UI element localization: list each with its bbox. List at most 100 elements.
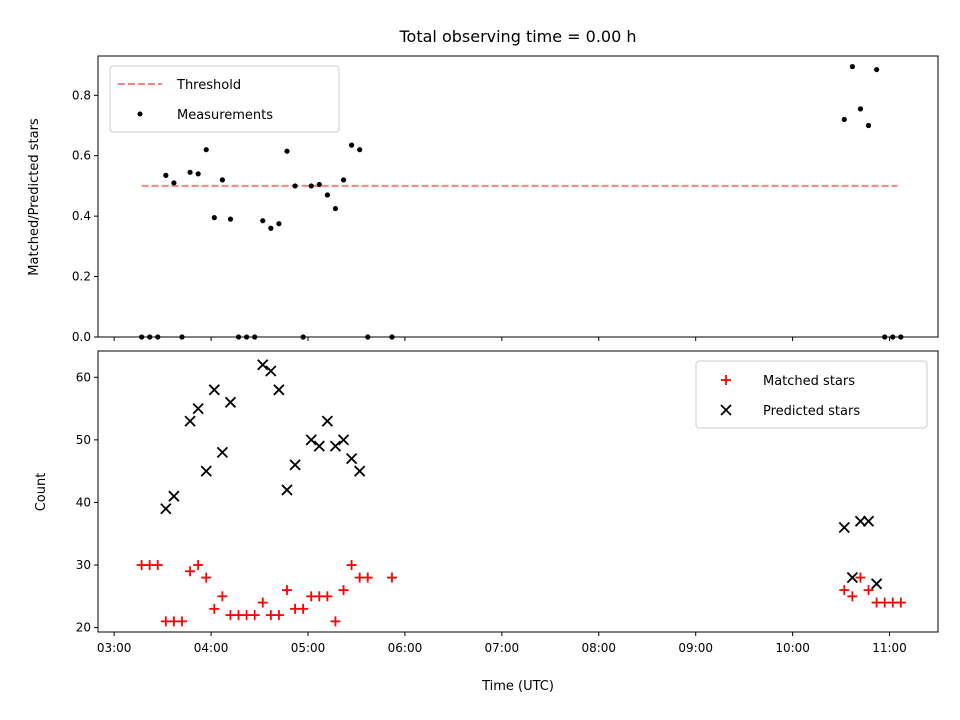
measurement-point (857, 106, 864, 112)
measurement-point (179, 334, 185, 340)
x-tick-label: 03:00 (97, 641, 132, 655)
measurement-point (308, 183, 314, 189)
legend-predicted-swatch (720, 404, 732, 416)
chart-title: Total observing time = 0.00 h (398, 27, 636, 46)
predicted-star-point (870, 578, 883, 590)
bottom-panel-x-ticks: 03:00 04:00 05:00 06:00 07:00 08:00 09:00 10:00… (97, 632, 907, 655)
predicted-star-point (160, 503, 172, 515)
top-panel: Matched/Predicted stars 0.00.20.40.60.8 … (27, 55, 939, 344)
y-tick-label: 0.0 (72, 330, 91, 344)
predicted-star-point (337, 434, 350, 446)
measurement-point (211, 215, 217, 221)
measurement-point (349, 142, 355, 148)
bottom-panel: Count 20 30 40 50 60 03:00 04:00 05:00 06:00 07:… (34, 350, 939, 655)
predicted-star-point (224, 396, 237, 408)
matched-star-point (863, 585, 874, 596)
matched-star-point (152, 560, 163, 571)
predicted-star-point (257, 359, 269, 371)
predicted-star-point (354, 465, 366, 477)
predicted-star-point (313, 440, 325, 452)
matched-star-point (201, 572, 212, 583)
y-tick-label: 50 (76, 433, 91, 447)
measurement-point (284, 148, 290, 154)
y-tick-label: 0.8 (72, 88, 91, 102)
bottom-panel-ylabel: Count (34, 473, 49, 512)
predicted-star-point (329, 440, 342, 452)
measurement-point (332, 205, 339, 212)
measurement-point (195, 171, 201, 177)
measurement-point (357, 147, 363, 153)
x-tick-label: 05:00 (291, 641, 326, 655)
measurement-point (365, 334, 371, 340)
matched-star-point (338, 585, 349, 596)
measurement-point (147, 334, 153, 340)
bottom-panel-y-ticks: 20 30 40 50 60 (76, 370, 98, 635)
measurement-point (235, 334, 242, 340)
x-tick-label: 07:00 (485, 641, 520, 655)
matched-star-point (249, 610, 260, 621)
predicted-star-point (838, 521, 850, 534)
matched-star-point (346, 560, 357, 571)
bottom-panel-marks (136, 359, 906, 627)
legend-matched-swatch (721, 375, 731, 385)
x-tick-label: 10:00 (775, 641, 810, 655)
matched-star-point (257, 597, 268, 608)
matched-star-point (855, 572, 866, 583)
legend-predicted-label: Predicted stars (763, 404, 860, 419)
top-panel-y-ticks: 0.0 0.2 0.4 0.6 0.8 (72, 88, 98, 344)
matched-star-point (322, 591, 333, 602)
predicted-star-point (289, 459, 301, 471)
top-panel-x-ticks (113, 337, 891, 341)
matched-star-point (847, 591, 858, 602)
measurement-point (276, 221, 282, 227)
measurement-point (203, 147, 209, 153)
top-legend-box (109, 65, 340, 133)
matched-star-point (282, 585, 292, 596)
predicted-star-point (273, 384, 285, 396)
x-axis-label: Time (UTC) (481, 679, 554, 694)
legend-measurements-label: Measurements (177, 108, 273, 123)
y-tick-label: 20 (76, 621, 91, 635)
measurement-point (316, 181, 322, 188)
measurement-point (300, 334, 306, 340)
predicted-star-point (192, 402, 204, 415)
matched-star-point (185, 566, 196, 577)
bottom-panel-frame (97, 350, 939, 633)
matched-star-point (217, 591, 228, 602)
matched-star-point (298, 603, 309, 614)
predicted-star-point (345, 453, 358, 465)
bottom-panel-legend: Matched stars Predicted stars (695, 360, 928, 429)
matched-star-point (177, 616, 187, 627)
y-tick-label: 0.2 (72, 270, 91, 284)
top-panel-marks (139, 63, 904, 340)
predicted-star-point (846, 571, 859, 584)
legend-threshold-label: Threshold (176, 78, 241, 93)
measurement-point (389, 334, 395, 340)
top-panel-legend: Threshold Measurements (109, 65, 340, 133)
predicted-star-point (281, 484, 293, 496)
measurement-point (849, 63, 855, 70)
measurement-point (874, 66, 880, 73)
measurement-point (890, 334, 896, 340)
matched-star-point (209, 603, 220, 614)
measurement-point (292, 183, 298, 189)
legend-measurements-swatch (137, 111, 143, 117)
measurement-point (171, 180, 177, 186)
x-tick-label: 06:00 (388, 641, 423, 655)
measurement-point (244, 334, 250, 340)
predicted-star-point (265, 365, 277, 377)
measurement-point (324, 192, 330, 198)
measurement-point (252, 334, 258, 340)
measurement-point (187, 169, 193, 175)
measurement-point (260, 218, 266, 224)
matched-star-point (193, 560, 204, 571)
bottom-legend-box (695, 360, 928, 429)
legend-matched-label: Matched stars (763, 374, 855, 389)
predicted-star-point (321, 415, 334, 427)
measurement-point (882, 334, 888, 340)
predicted-star-point (216, 446, 229, 459)
measurement-point (155, 334, 161, 340)
y-tick-label: 0.6 (72, 149, 91, 163)
predicted-star-point (208, 384, 220, 396)
